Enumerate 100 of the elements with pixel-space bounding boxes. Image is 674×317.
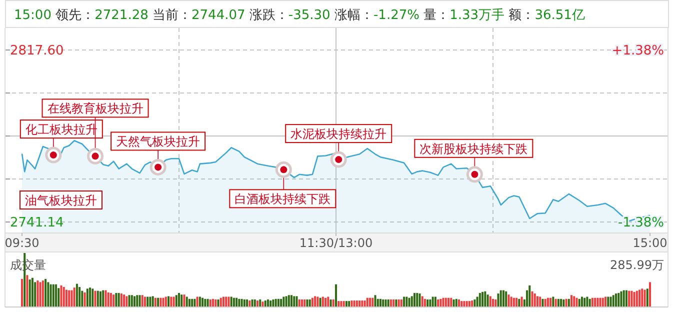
bar	[554, 298, 557, 307]
bar	[384, 299, 387, 307]
bar	[136, 295, 138, 307]
bar	[494, 299, 497, 307]
bar	[134, 296, 136, 307]
bar	[366, 298, 368, 307]
bar	[104, 290, 107, 307]
bar	[130, 295, 133, 307]
bar	[468, 301, 470, 307]
bar	[539, 296, 542, 307]
bar	[70, 290, 73, 307]
bar	[463, 301, 466, 307]
bar	[448, 298, 450, 307]
bar	[214, 299, 217, 307]
bar	[625, 290, 628, 307]
bar	[277, 298, 280, 307]
bar	[222, 296, 224, 307]
bar	[304, 299, 306, 307]
bar	[300, 299, 303, 307]
bar	[416, 292, 418, 307]
bar	[638, 290, 641, 307]
bar	[316, 296, 319, 307]
bar	[620, 291, 622, 307]
bar	[534, 294, 536, 307]
bar	[280, 298, 282, 307]
bar	[272, 299, 274, 307]
bar	[636, 290, 638, 307]
bar	[372, 298, 374, 307]
bar	[47, 282, 50, 307]
annotation: 天然气板块拉升	[116, 134, 200, 149]
bar	[306, 299, 308, 307]
bar	[649, 282, 651, 307]
y-tick-label: 2741.14	[10, 216, 64, 231]
bar	[324, 298, 327, 307]
bar	[240, 298, 243, 307]
bar	[403, 296, 406, 307]
bar	[562, 299, 565, 307]
bar	[633, 292, 636, 307]
bar	[262, 302, 264, 307]
bar	[44, 278, 47, 307]
bar	[183, 294, 186, 307]
annotation: 在线教育板块拉升	[47, 102, 144, 116]
bar	[308, 299, 311, 307]
bar	[460, 301, 463, 307]
bar	[434, 296, 436, 307]
bar	[28, 279, 31, 307]
bar	[440, 298, 442, 307]
bar	[31, 278, 34, 307]
bar	[410, 296, 413, 307]
bar	[149, 296, 152, 307]
annotation: 次新股板块持续下跌	[420, 142, 528, 156]
bar	[157, 298, 160, 307]
bar	[599, 298, 602, 307]
bar	[596, 298, 599, 307]
bar	[408, 298, 410, 307]
bar	[230, 296, 232, 307]
bar	[418, 294, 421, 307]
bar	[264, 300, 266, 307]
bar	[392, 299, 395, 307]
bar	[296, 296, 298, 307]
bar	[628, 290, 630, 307]
bar	[356, 300, 358, 307]
bar	[550, 298, 552, 307]
bar	[102, 290, 104, 307]
bar	[641, 288, 644, 307]
bar	[546, 298, 549, 307]
bar	[544, 298, 546, 307]
bar	[584, 298, 586, 307]
bar	[178, 292, 180, 307]
bar	[107, 292, 110, 307]
x-tick-label: 15:00	[632, 236, 668, 250]
bar	[497, 294, 500, 307]
bar	[196, 296, 198, 307]
bar	[81, 290, 84, 307]
bar	[644, 290, 646, 307]
bar	[298, 299, 300, 307]
bar	[290, 295, 293, 307]
bar	[612, 295, 614, 307]
annotation: 白酒板块持续下跌	[234, 192, 331, 206]
bar	[152, 296, 154, 307]
bar	[505, 291, 508, 307]
bar	[516, 298, 518, 307]
bar	[364, 300, 366, 307]
bar	[602, 298, 604, 307]
bar	[476, 296, 478, 307]
bar	[353, 300, 356, 307]
bar	[500, 290, 502, 307]
bar	[198, 296, 201, 307]
bar	[243, 299, 246, 307]
bar	[21, 278, 23, 307]
bar	[209, 299, 212, 307]
bar	[285, 296, 288, 307]
bar	[484, 291, 486, 307]
bar	[146, 296, 149, 307]
bar	[580, 296, 583, 307]
bar	[361, 300, 364, 307]
bar	[369, 298, 372, 307]
y-tick-label: 2817.60	[10, 44, 64, 59]
bar	[256, 300, 258, 307]
bar	[565, 298, 568, 307]
